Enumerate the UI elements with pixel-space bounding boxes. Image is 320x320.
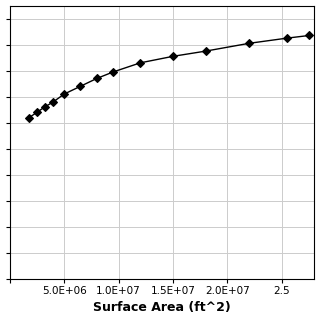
- X-axis label: Surface Area (ft^2): Surface Area (ft^2): [93, 301, 231, 315]
